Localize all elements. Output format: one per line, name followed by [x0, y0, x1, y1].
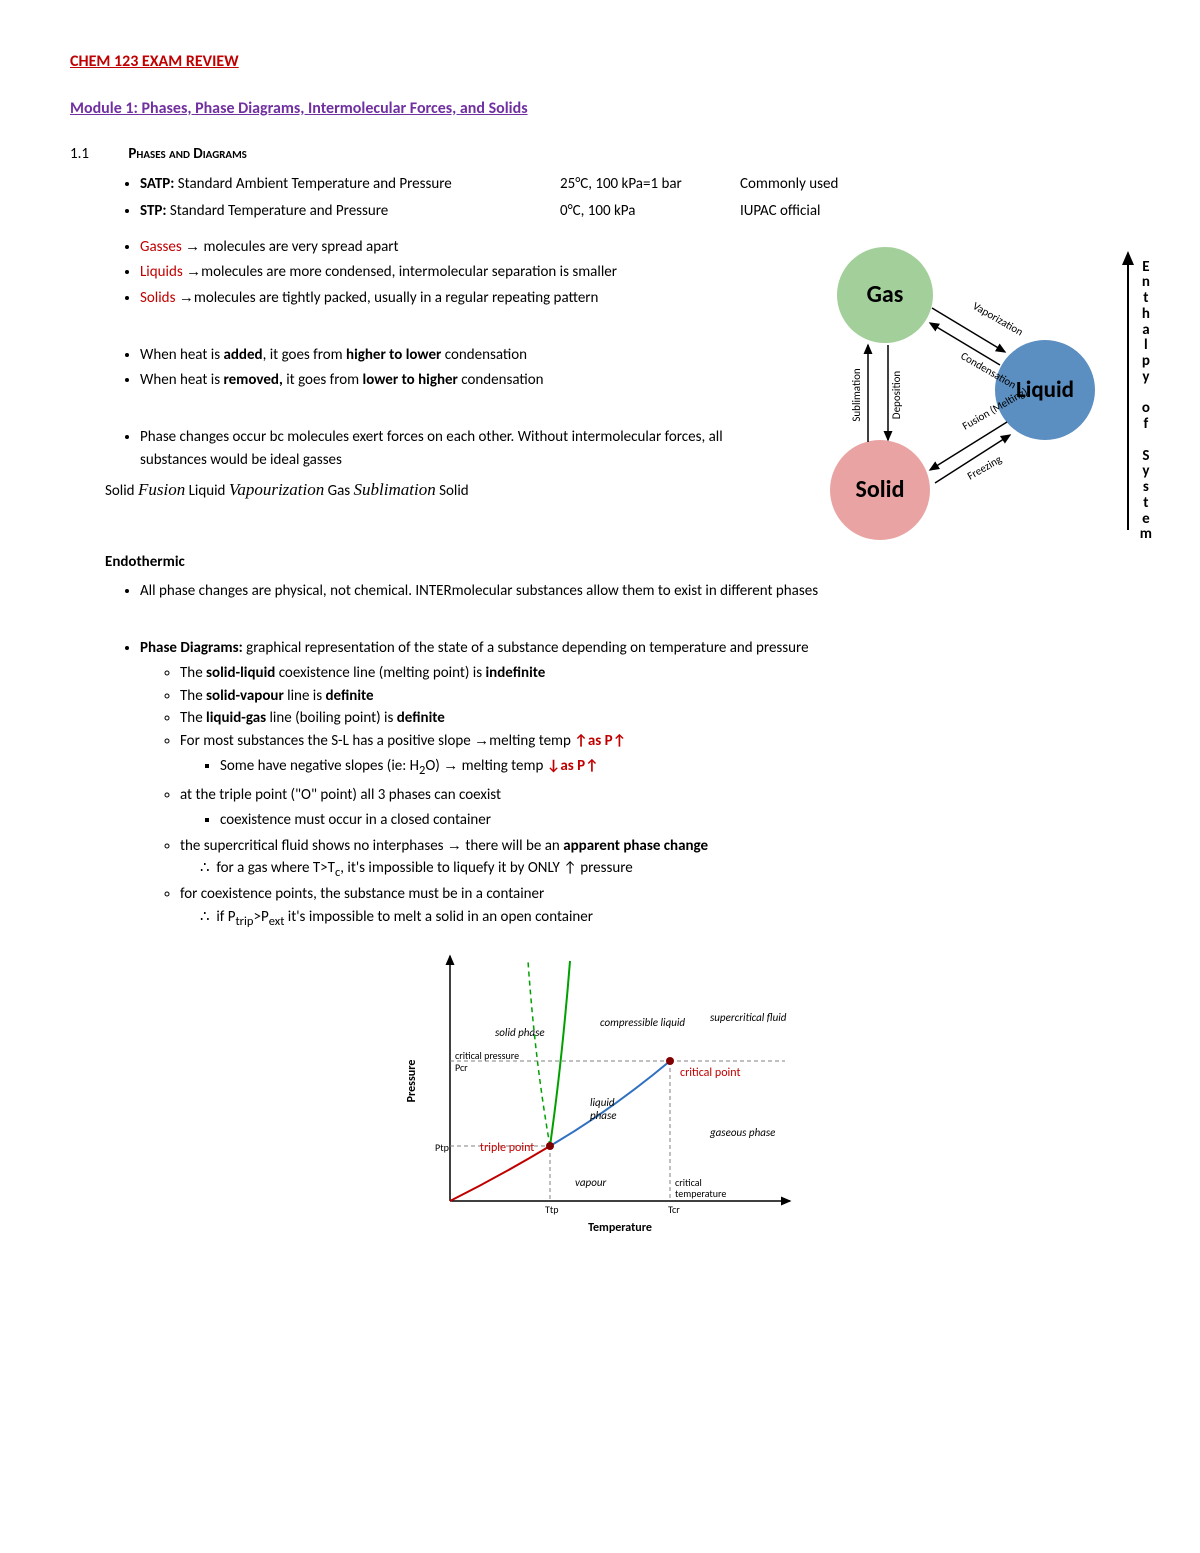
endothermic-label: Endothermic: [105, 551, 1130, 574]
satp-stp-list: SATP: Standard Ambient Temperature and P…: [70, 172, 1130, 224]
svg-text:triple point: triple point: [480, 1141, 534, 1155]
svg-text:solid phase: solid phase: [495, 1026, 545, 1039]
section-heading: 1.1 Phases and Diagrams: [70, 143, 1130, 166]
svg-text:gaseous phase: gaseous phase: [709, 1126, 775, 1139]
enthalpy-axis-label: EnthalpyofSystem: [1140, 260, 1152, 544]
svg-text:liquid: liquid: [590, 1096, 615, 1109]
svg-text:Tcr: Tcr: [668, 1203, 680, 1216]
satp-row: SATP: Standard Ambient Temperature and P…: [140, 172, 1130, 197]
svg-text:compressible liquid: compressible liquid: [600, 1016, 685, 1029]
svg-text:phase: phase: [590, 1109, 617, 1122]
svg-text:Freezing: Freezing: [965, 452, 1004, 482]
doc-title: CHEM 123 EXAM REVIEW: [70, 50, 1130, 74]
solid-label: Solid: [856, 475, 905, 504]
stp-row: STP: Standard Temperature and Pressure 0…: [140, 199, 1130, 224]
heat-list: When heat is added, it goes from higher …: [70, 344, 740, 392]
phase-diagrams-list: Phase Diagrams: graphical representation…: [70, 637, 1130, 932]
svg-text:Vaporization: Vaporization: [971, 299, 1026, 338]
svg-text:Ptp: Ptp: [435, 1141, 449, 1154]
svg-text:critical point: critical point: [680, 1066, 741, 1080]
physical-note: All phase changes are physical, not chem…: [140, 580, 1130, 603]
svg-text:Pressure: Pressure: [405, 1060, 419, 1103]
forces-note: Phase changes occur bc molecules exert f…: [140, 426, 740, 471]
svg-text:vapour: vapour: [575, 1176, 607, 1189]
phase-diagram-chart: Temperature Pressure solid phase compres…: [70, 941, 1130, 1249]
phases-list: Gasses → molecules are very spread apart…: [70, 236, 740, 310]
svg-text:Deposition: Deposition: [890, 370, 903, 419]
svg-text:temperature: temperature: [675, 1187, 726, 1200]
phase-triangle-diagram: Gas Liquid Solid Vaporization Condensati…: [760, 230, 1130, 548]
svg-text:supercritical fluid: supercritical fluid: [710, 1011, 787, 1024]
svg-text:Pcr: Pcr: [455, 1061, 468, 1074]
svg-text:Sublimation: Sublimation: [850, 368, 863, 422]
svg-text:Temperature: Temperature: [588, 1221, 652, 1235]
svg-text:Ttp: Ttp: [545, 1203, 558, 1216]
module-title: Module 1: Phases, Phase Diagrams, Interm…: [70, 97, 1130, 121]
gas-label: Gas: [867, 280, 904, 309]
phase-sequence: Solid Fusion Liquid Vapourization Gas Su…: [105, 477, 740, 503]
